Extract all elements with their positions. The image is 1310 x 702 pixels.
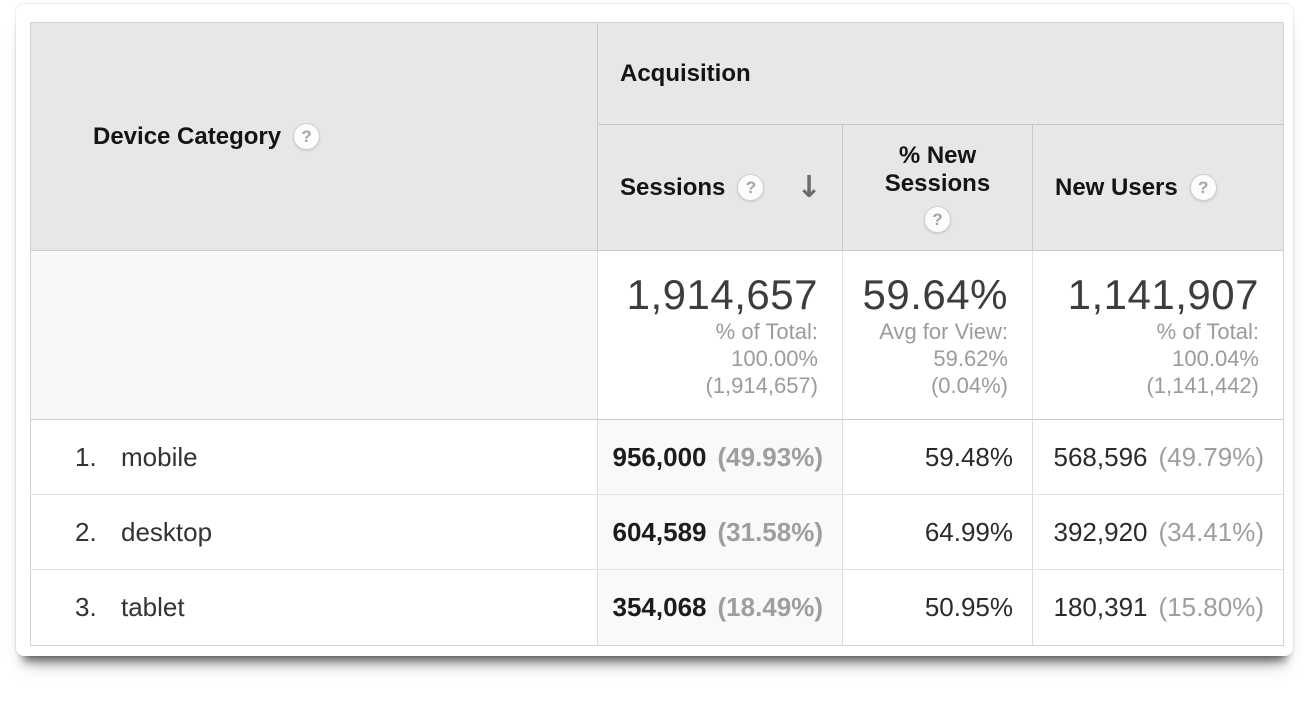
summary-sessions-cell: 1,914,657 % of Total: 100.00% (1,914,657… xyxy=(598,250,843,420)
summary-new-users-note: (1,141,442) xyxy=(1146,372,1259,398)
sessions-percent: (49.93%) xyxy=(717,441,824,472)
new-users-value: 180,391 xyxy=(1053,592,1148,622)
sessions-percent: (18.49%) xyxy=(717,592,824,622)
help-icon[interactable]: ? xyxy=(293,123,321,150)
summary-sessions-note: (1,914,657) xyxy=(705,372,818,398)
new-users-percent: (34.41%) xyxy=(1158,516,1265,547)
device-category-table: Device Category ? Acquisition Sessions ?… xyxy=(30,22,1284,646)
sessions-column-header[interactable]: Sessions ? ↓ xyxy=(598,125,843,250)
table-row-category: 2. desktop xyxy=(31,495,598,570)
sessions-percent: (31.58%) xyxy=(717,516,824,547)
analytics-table-card: Device Category ? Acquisition Sessions ?… xyxy=(16,4,1293,656)
summary-pct-new-sessions-note: 59.62% xyxy=(933,345,1008,371)
table-row-category: 3. tablet xyxy=(31,570,598,645)
pct-new-sessions-header-line2: Sessions xyxy=(884,170,991,197)
summary-new-users-note: % of Total: xyxy=(1156,318,1259,344)
summary-pct-new-sessions-value: 59.64% xyxy=(862,270,1008,318)
new-users-value: 568,596 xyxy=(1053,441,1148,472)
row-index: 1. xyxy=(75,441,97,472)
summary-new-users-value: 1,141,907 xyxy=(1067,270,1259,318)
pct-new-sessions-cell: 59.48% xyxy=(843,420,1033,495)
summary-new-users-cell: 1,141,907 % of Total: 100.04% (1,141,442… xyxy=(1033,250,1283,420)
summary-new-users-note: 100.04% xyxy=(1172,345,1259,371)
sessions-value: 604,589 xyxy=(612,516,707,547)
new-users-cell: 180,391 (15.80%) xyxy=(1033,570,1283,645)
summary-sessions-note: 100.00% xyxy=(731,345,818,371)
row-index: 2. xyxy=(75,516,97,547)
new-users-value: 392,920 xyxy=(1053,516,1148,547)
summary-pct-new-sessions-note: (0.04%) xyxy=(930,372,1008,398)
pct-new-sessions-value: 50.95% xyxy=(924,592,1013,622)
sessions-cell: 604,589 (31.58%) xyxy=(598,495,843,570)
dimension-header-label: Device Category xyxy=(93,122,282,150)
new-users-percent: (49.79%) xyxy=(1158,441,1265,472)
pct-new-sessions-cell: 64.99% xyxy=(843,495,1033,570)
sessions-value: 956,000 xyxy=(612,441,707,472)
help-icon[interactable]: ? xyxy=(924,206,951,233)
summary-sessions-note: % of Total: xyxy=(715,318,818,344)
sessions-cell: 956,000 (49.93%) xyxy=(598,420,843,495)
sessions-header-label: Sessions xyxy=(620,173,726,201)
sessions-value: 354,068 xyxy=(612,592,707,622)
new-users-header-label: New Users xyxy=(1055,173,1178,201)
row-index: 3. xyxy=(75,592,97,622)
pct-new-sessions-header-line1: % New xyxy=(898,142,977,169)
category-label: tablet xyxy=(121,592,185,622)
dimension-header-cell: Device Category ? xyxy=(31,23,598,250)
help-icon[interactable]: ? xyxy=(1189,174,1217,201)
new-users-cell: 392,920 (34.41%) xyxy=(1033,495,1283,570)
new-users-column-header[interactable]: New Users ? xyxy=(1033,125,1283,250)
sessions-cell: 354,068 (18.49%) xyxy=(598,570,843,645)
summary-pct-new-sessions-note: Avg for View: xyxy=(879,318,1008,344)
summary-sessions-value: 1,914,657 xyxy=(626,270,818,318)
table-row-category: 1. mobile xyxy=(31,420,598,495)
pct-new-sessions-cell: 50.95% xyxy=(843,570,1033,645)
help-icon[interactable]: ? xyxy=(737,174,765,201)
pct-new-sessions-column-header[interactable]: % New Sessions ? xyxy=(843,125,1033,250)
category-label: desktop xyxy=(121,516,213,547)
acquisition-group-header: Acquisition xyxy=(598,23,1283,125)
new-users-percent: (15.80%) xyxy=(1158,592,1265,622)
pct-new-sessions-value: 59.48% xyxy=(924,441,1013,472)
summary-dimension-cell xyxy=(31,250,598,420)
new-users-cell: 568,596 (49.79%) xyxy=(1033,420,1283,495)
sort-descending-icon: ↓ xyxy=(796,169,822,205)
acquisition-group-label: Acquisition xyxy=(620,59,751,87)
category-label: mobile xyxy=(121,441,198,472)
summary-pct-new-sessions-cell: 59.64% Avg for View: 59.62% (0.04%) xyxy=(843,250,1033,420)
pct-new-sessions-value: 64.99% xyxy=(924,516,1013,547)
